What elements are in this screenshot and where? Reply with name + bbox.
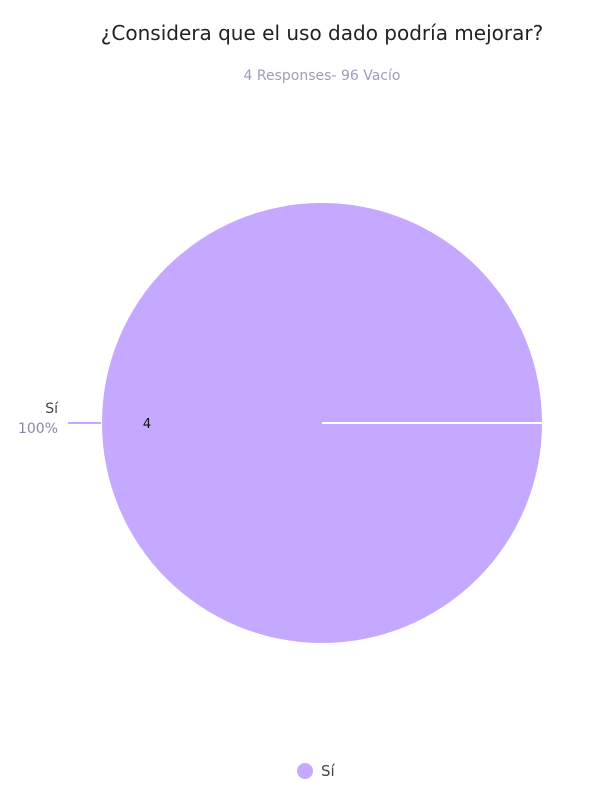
pie-slices (102, 203, 542, 643)
slice-label-name: Sí (45, 401, 59, 417)
legend-item-label[interactable]: Sí (321, 762, 336, 780)
legend: Sí (297, 762, 336, 780)
chart-subtitle: 4 Responses- 96 Vacío (244, 68, 401, 84)
legend-swatch[interactable] (297, 763, 313, 779)
chart-title: ¿Considera que el uso dado podría mejora… (101, 21, 543, 45)
slice-label-percent: 100% (18, 421, 58, 437)
slice-value-label: 4 (143, 417, 151, 432)
